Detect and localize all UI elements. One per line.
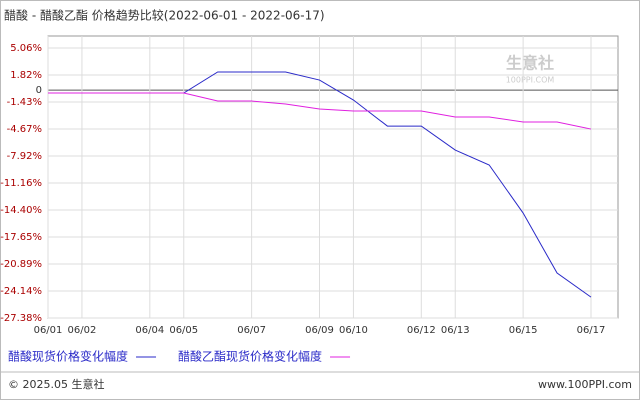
legend-label: 醋酸现货价格变化幅度 bbox=[8, 349, 128, 364]
x-tick-label: 06/05 bbox=[169, 325, 198, 336]
x-tick-label: 06/01 bbox=[34, 325, 63, 336]
y-tick-label: 0 bbox=[36, 85, 42, 96]
y-tick-label: -27.38% bbox=[0, 313, 42, 324]
x-tick-label: 06/07 bbox=[237, 325, 266, 336]
y-tick-label: -4.67% bbox=[7, 124, 42, 135]
x-tick-label: 06/17 bbox=[577, 325, 606, 336]
x-tick-label: 06/13 bbox=[441, 325, 470, 336]
watermark-sub: 100PPI.COM bbox=[506, 76, 555, 85]
y-tick-label: -24.14% bbox=[0, 286, 42, 297]
legend-label: 醋酸乙酯现货价格变化幅度 bbox=[178, 349, 322, 364]
watermark: 生意社 bbox=[506, 54, 554, 73]
y-tick-label: -1.43% bbox=[7, 97, 42, 108]
footer-left: © 2025.05 生意社 bbox=[8, 377, 104, 391]
x-tick-label: 06/10 bbox=[339, 325, 368, 336]
y-tick-label: -20.89% bbox=[0, 259, 42, 270]
y-tick-label: 5.06% bbox=[10, 43, 42, 54]
x-tick-label: 06/09 bbox=[305, 325, 334, 336]
y-tick-label: -14.40% bbox=[0, 205, 42, 216]
y-tick-label: -17.65% bbox=[0, 232, 42, 243]
footer-right: www.100PPI.com bbox=[538, 378, 632, 391]
y-tick-label: 1.82% bbox=[10, 70, 42, 81]
x-tick-label: 06/02 bbox=[68, 325, 97, 336]
series-line bbox=[48, 92, 592, 130]
chart-title: 醋酸 - 醋酸乙酯 价格趋势比较(2022-06-01 - 2022-06-17… bbox=[4, 8, 325, 23]
x-tick-label: 06/04 bbox=[135, 325, 164, 336]
y-tick-label: -11.16% bbox=[0, 178, 42, 189]
x-tick-label: 06/15 bbox=[509, 325, 538, 336]
x-tick-label: 06/12 bbox=[407, 325, 436, 336]
y-tick-label: -7.92% bbox=[7, 151, 42, 162]
